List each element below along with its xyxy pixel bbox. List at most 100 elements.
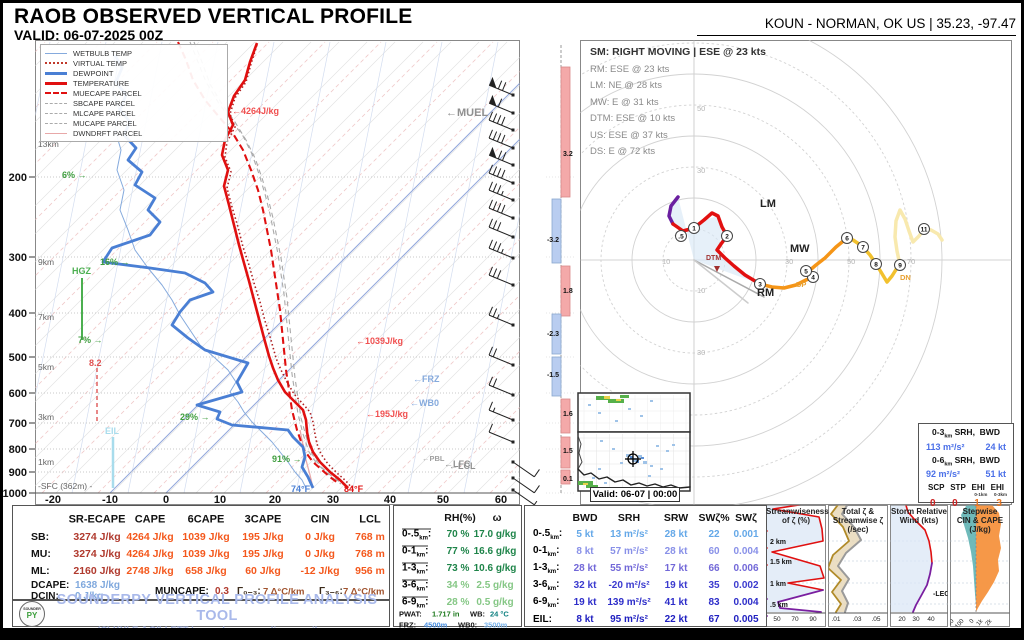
row-label: EIL: [533, 614, 552, 625]
kinematics-value: 67 [708, 614, 720, 625]
storm-motion-header: SM: RIGHT MOVING | ESE @ 23 kts [590, 46, 766, 58]
thermo-row-label: MU: [31, 547, 51, 560]
legend-line-swatch [45, 92, 67, 94]
wb0-value: 3500m [484, 620, 508, 630]
thermo-value: 768 m [355, 530, 385, 543]
thermo-value: 658 J/kg [185, 564, 227, 577]
thermo-value: 0 J/kg [305, 530, 335, 543]
storm-motion-line: DS: E @ 72 kts [590, 146, 656, 157]
kinematics-value: 28 kt [664, 529, 688, 540]
pwat-label: PWAT: [399, 609, 422, 619]
svg-text:3.2: 3.2 [563, 151, 573, 158]
svg-text:←4264J/kg: ←4264J/kg [232, 106, 279, 116]
legend-line-swatch [45, 122, 67, 124]
svg-text:20: 20 [898, 616, 906, 623]
svg-text:50: 50 [437, 494, 449, 506]
kinematics-table: BWD SRH SRW SWζ% SWζ 0-.5km: 5 kt 13 m²/s² 28 kt… [524, 505, 767, 627]
srh-03-values: 113 m²/s² 24 kt [926, 441, 1006, 452]
row-label: 0-.5km: [533, 528, 563, 542]
mixing-ratio-value: 10.6 g/kg [473, 563, 517, 574]
svg-text:8.2: 8.2 [89, 358, 102, 368]
storm-motion-line: MW: E @ 31 kts [590, 96, 659, 108]
srh-03-header: 0-3km SRH, BWD [932, 427, 1000, 440]
legend-item: SBCAPE PARCEL [45, 98, 223, 108]
svg-text:7km: 7km [38, 312, 54, 322]
kinematics-value: 13 m²/s² [610, 529, 648, 540]
mixing-ratio-value: 16.6 g/kg [473, 546, 517, 557]
thermo-header: 6CAPE [187, 513, 225, 526]
kinematics-value: 57 m²/s² [610, 546, 648, 557]
kinematics-value: 22 kt [664, 614, 688, 625]
svg-text:←LFC: ←LFC [444, 459, 471, 469]
mini-panel-2: 20 30 40 -LEC [890, 505, 948, 623]
kinematics-value: 83 [708, 597, 720, 608]
wb0-label: WB0: [458, 620, 478, 630]
srh-summary-box: 0-3km SRH, BWD 113 m²/s² 24 kt 0-6km SRH,… [918, 423, 1014, 509]
thermo-value: 1039 J/kg [182, 530, 230, 543]
lapse-03-label: Γ₀₋₃: [237, 586, 261, 597]
frz-label: FRZ: [399, 620, 417, 630]
svg-text:2 km: 2 km [770, 539, 786, 546]
svg-text:0.1: 0.1 [563, 476, 573, 483]
storm-motion-line: DTM: ESE @ 10 kts [590, 113, 676, 124]
thermo-header: CIN [310, 513, 330, 526]
row-label: 1-3km: [402, 562, 429, 576]
legend-item: MLCAPE PARCEL [45, 108, 223, 118]
svg-text:6% →: 6% → [62, 170, 87, 180]
thermo-header: LCL [359, 513, 381, 526]
kinematics-value: 55 m²/s² [610, 563, 648, 574]
svg-text:91% →: 91% → [272, 454, 302, 464]
legend-item: TEMPERATURE [45, 78, 223, 88]
rh-value: 73 % [446, 563, 470, 574]
kinematics-value: 17 kt [664, 563, 688, 574]
svg-text:1 km: 1 km [770, 581, 786, 588]
mini-panel-title: Total ζ & Streamwise ζ (/sec) [832, 507, 884, 535]
svg-text:6: 6 [845, 235, 849, 242]
legend-label: MLCAPE PARCEL [73, 108, 136, 118]
svg-text:300: 300 [9, 252, 27, 264]
svg-text:MW: MW [790, 243, 810, 255]
svg-text:1.8: 1.8 [563, 288, 573, 295]
kinematics-value: 41 kt [664, 597, 688, 608]
kinematics-header: SWζ [735, 511, 757, 524]
row-label: 6-9km: [402, 596, 429, 610]
svg-text:40: 40 [927, 616, 935, 623]
row-label: 3-6km: [402, 579, 429, 593]
thermo-value: 4264 J/kg [126, 547, 174, 560]
thermo-value: 3274 J/kg [73, 530, 121, 543]
mixing-ratio-value: 2.5 g/kg [476, 580, 514, 591]
srh-06-values: 92 m²/s² 51 kt [926, 469, 1006, 480]
lapse-36-value: 7 Δ°C/km [343, 586, 385, 598]
legend-label: MUCAPE PARCEL [73, 118, 137, 128]
mini-panel-title: Stepwise CIN & CAPE (J/kg) [956, 507, 1004, 535]
kinematics-value: 0.001 [733, 529, 759, 540]
temperature-trace [220, 42, 349, 489]
thermo-header: SR-ECAPE [68, 513, 126, 526]
svg-text:800: 800 [9, 444, 27, 456]
skewt-annotations: 6% → 16% → HGZ 7% → 8.2 29% → 91% → EIL ←4264J/k… [62, 106, 488, 494]
svg-text:←195J/kg: ←195J/kg [366, 409, 408, 419]
legend-item: WETBULB TEMP [45, 48, 223, 58]
row-label: 6-9km: [533, 596, 560, 610]
footer: SOUNDER PY SOUNDERPY VERTICAL PROFILE AN… [12, 592, 390, 636]
svg-text:-100: -100 [953, 618, 966, 632]
svg-text:50: 50 [773, 616, 781, 623]
wind-barbs [488, 76, 540, 506]
svg-text:RM: RM [757, 287, 774, 299]
svg-text:1000: 1000 [3, 488, 27, 500]
svg-text:1km: 1km [38, 457, 54, 467]
rh-value: 28 % [446, 597, 470, 608]
svg-text:←WB0: ←WB0 [410, 398, 439, 408]
mini-panel-title: Streamwiseness of ζ (%) [766, 507, 829, 526]
svg-text:-2.3: -2.3 [547, 331, 559, 338]
svg-text:30: 30 [327, 494, 339, 506]
kinematics-value: 0.005 [733, 614, 759, 625]
svg-text:11: 11 [921, 226, 928, 233]
storm-motion-line: LM: NE @ 28 kts [590, 80, 662, 91]
legend-line-swatch [45, 102, 67, 104]
legend-label: DWNDRFT PARCEL [73, 128, 143, 138]
svg-text:9km: 9km [38, 257, 54, 267]
svg-text:1.5: 1.5 [563, 448, 573, 455]
